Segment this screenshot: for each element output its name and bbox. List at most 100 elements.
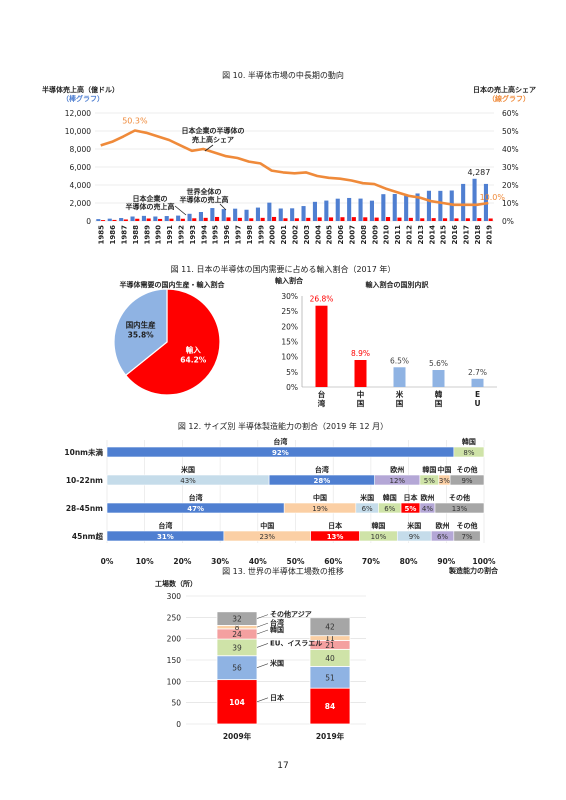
fig13-legend-leader [256, 697, 269, 703]
fig10-xtick: 1995 [212, 225, 220, 245]
fig13-segment [309, 617, 351, 637]
fig12-segment-value: 5% [424, 477, 435, 485]
fig11-country-label: 中 [357, 389, 365, 399]
fig10-world-bar [312, 201, 317, 221]
fig10-japan-bar [215, 216, 220, 221]
fig10-world-bar [255, 207, 260, 221]
fig10-world-bar [449, 190, 454, 221]
fig10-world-bar [221, 209, 226, 221]
fig10-world-bar [107, 218, 112, 221]
fig13-segment [309, 687, 351, 725]
fig13-series-label: その他アジア [270, 610, 312, 619]
fig12-segment-value: 9% [461, 477, 472, 485]
fig10-peak-label: 50.3% [122, 116, 148, 125]
fig11-pie-subtitle: 半導体需要の国内生産・輸入割合 [120, 280, 226, 289]
fig12-segment-value: 4% [422, 505, 433, 513]
fig10-xtick: 2010 [383, 225, 391, 245]
fig12-segment-value: 23% [259, 533, 275, 541]
fig12-segment-value: 9% [409, 533, 420, 541]
fig10-anno-japan-2: 半導体の売上高 [126, 202, 175, 211]
fig10-japan-bar [454, 218, 459, 221]
fig12-segment-name: 韓国 [383, 493, 397, 502]
fig10-world-bar [438, 190, 443, 221]
fig10-xtick: 2017 [463, 225, 471, 245]
fig10-ytick-left: 12,000 [65, 109, 91, 118]
fig12-segment-value: 5% [405, 505, 417, 513]
fig10-ytick-right: 0% [502, 217, 514, 226]
fig10-ytick-left: 0 [86, 217, 91, 226]
fig10-xtick: 2014 [428, 225, 436, 245]
fig13-series-label: 台湾 [270, 618, 284, 627]
fig10-anno-japan-1: 日本企業の [133, 194, 168, 203]
fig10-ytick-right: 30% [502, 163, 519, 172]
fig11-slice-label: 輸入 [186, 345, 201, 355]
fig10-japan-bar [374, 217, 379, 221]
fig10-world-bar [130, 216, 135, 221]
fig13-series-label: 日本 [270, 693, 284, 702]
fig10-japan-bar [283, 218, 288, 221]
fig13-segment-value: 42 [325, 623, 335, 632]
fig10-xtick: 1987 [121, 225, 129, 245]
fig10-japan-bar [306, 217, 311, 221]
fig10-japan-bar [477, 218, 482, 221]
fig10-japan-bar [363, 217, 368, 221]
fig10-japan-bar [249, 218, 254, 221]
fig11-country-value: 6.5% [390, 356, 409, 365]
fig10-xtick: 1991 [166, 225, 174, 245]
fig10-world-bar [404, 194, 409, 221]
fig10-world-bar [176, 215, 181, 221]
fig13-segment [216, 679, 258, 725]
fig13-legend-leader [256, 622, 269, 628]
fig10-ytick-left: 6,000 [70, 163, 92, 172]
fig10-anno-share-1: 日本企業の半導体の [182, 126, 245, 135]
fig12-xtick: 90% [437, 557, 455, 566]
fig10-anno-world-arrow [219, 203, 227, 211]
fig12-segment [453, 446, 485, 458]
fig12-segment-name: 日本 [403, 493, 417, 502]
fig10-xtick: 2005 [326, 225, 334, 245]
fig10-japan-bar [443, 218, 448, 221]
fig10-world-bar [278, 208, 283, 221]
fig10-world-bar [119, 218, 124, 221]
fig10-xtick: 2013 [417, 225, 425, 245]
fig10-japan-bar [260, 217, 265, 221]
fig10-ytick-right: 60% [502, 109, 519, 118]
fig13-ytick: 50 [171, 699, 181, 708]
fig12-segment-value: 13% [327, 533, 344, 541]
fig11-pie-slice [113, 288, 168, 377]
fig10-japan-bar [397, 217, 402, 221]
fig12-row-label: 28-45nm [66, 504, 103, 513]
fig12-xtick: 60% [324, 557, 342, 566]
fig10-japan-bar [408, 217, 413, 221]
fig12-row-label: 45nm超 [72, 531, 104, 541]
fig11-bar-title: 輸入割合の国別内訳 [366, 280, 430, 289]
fig12-segment-name: 中国 [313, 493, 327, 502]
fig10-anno-world-1: 世界全体の [187, 187, 222, 196]
fig10-anno-world-2: 半導体の売上高 [180, 195, 229, 204]
fig10-japan-bar [294, 218, 299, 221]
fig10-japan-bar [226, 217, 231, 221]
fig10-xtick: 2009 [371, 225, 379, 245]
fig11-bar-ytick: 10% [281, 353, 298, 362]
fig13-legend-leader [256, 643, 269, 648]
fig10-xtick: 1997 [235, 225, 243, 245]
fig10-xtick: 2018 [474, 225, 482, 245]
fig11-slice-value: 64.2% [180, 356, 207, 365]
fig10-xtick: 2003 [303, 225, 311, 245]
fig12-segment-name: 日本 [328, 521, 342, 530]
fig12-xtick: 80% [400, 557, 418, 566]
fig10-share-line [100, 129, 489, 207]
fig13-segment-value: 40 [325, 654, 335, 663]
fig12-segment-name: 欧州 [420, 493, 434, 502]
fig11-bar-ylabel: 輸入割合 [275, 276, 304, 285]
fig11-country-bar [354, 360, 367, 387]
fig10-ytick-left: 8,000 [70, 145, 92, 154]
fig11-bar-ytick: 20% [281, 322, 298, 331]
fig12-segment-value: 92% [272, 449, 289, 457]
fig12-segment-name: 韓国 [422, 465, 436, 474]
fig13-segment-value: 21 [325, 641, 335, 650]
fig13-xtick: 2019年 [316, 731, 345, 741]
fig10-japan-bar [237, 217, 242, 221]
fig13-segment-value: 84 [325, 702, 335, 711]
